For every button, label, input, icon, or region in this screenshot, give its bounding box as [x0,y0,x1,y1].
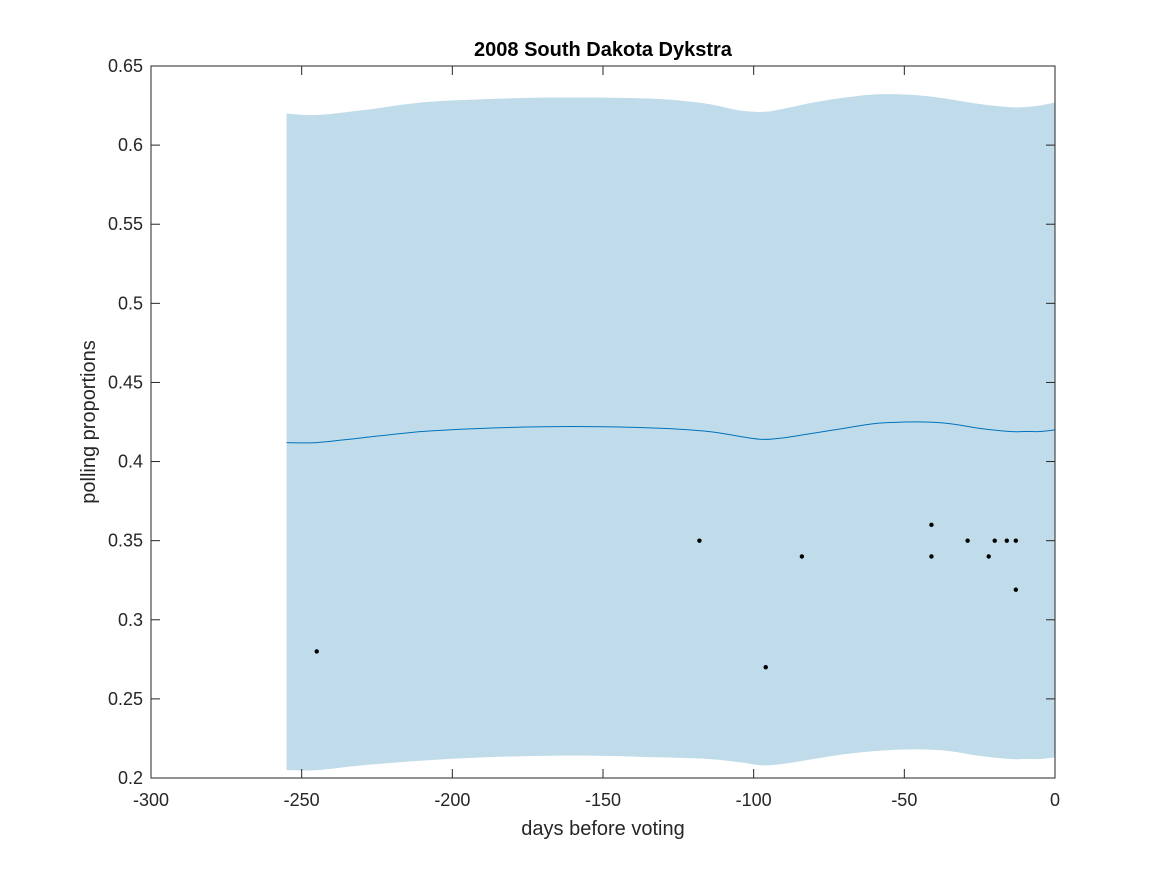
poll-point [929,522,934,528]
trend-line [286,421,1056,444]
poll-point [1013,538,1019,543]
y-tick-label: 0.5 [118,293,143,313]
y-axis-label: polling proportions [78,340,100,503]
x-tick-label: -50 [891,790,917,810]
confidence-band [286,94,1056,771]
poll-point [697,538,702,543]
y-tick-label: 0.2 [118,768,143,788]
y-tick-label: 0.45 [108,372,143,392]
poll-point [986,554,991,559]
x-tick-label: -200 [434,790,470,810]
poll-point [314,649,319,654]
x-tick-label: -250 [284,790,320,810]
poll-point [763,665,768,670]
y-tick-label: 0.6 [118,135,143,155]
y-tick-label: 0.3 [118,610,143,630]
plot-area [286,94,1056,771]
chart-title: 2008 South Dakota Dykstra [474,39,733,61]
y-tick-label: 0.25 [108,689,143,709]
x-tick-label: 0 [1050,790,1060,810]
y-tick-label: 0.4 [118,452,143,472]
poll-point [965,538,970,543]
poll-point [1013,587,1019,592]
x-tick-label: -300 [133,790,169,810]
x-axis-label: days before voting [521,818,684,840]
y-tick-label: 0.35 [108,531,143,551]
poll-point [1004,538,1009,543]
y-tick-label: 0.55 [108,214,143,234]
axis-ticks: -300 -250 -200 -150 -100 -50 0 0.2 0.25 0.3 0.35 0.… [108,56,1060,810]
x-tick-label: -150 [585,790,621,810]
x-tick-label: -100 [736,790,772,810]
poll-point [929,554,934,559]
poll-point [799,554,805,559]
poll-point [992,538,997,543]
y-tick-label: 0.65 [108,56,143,76]
